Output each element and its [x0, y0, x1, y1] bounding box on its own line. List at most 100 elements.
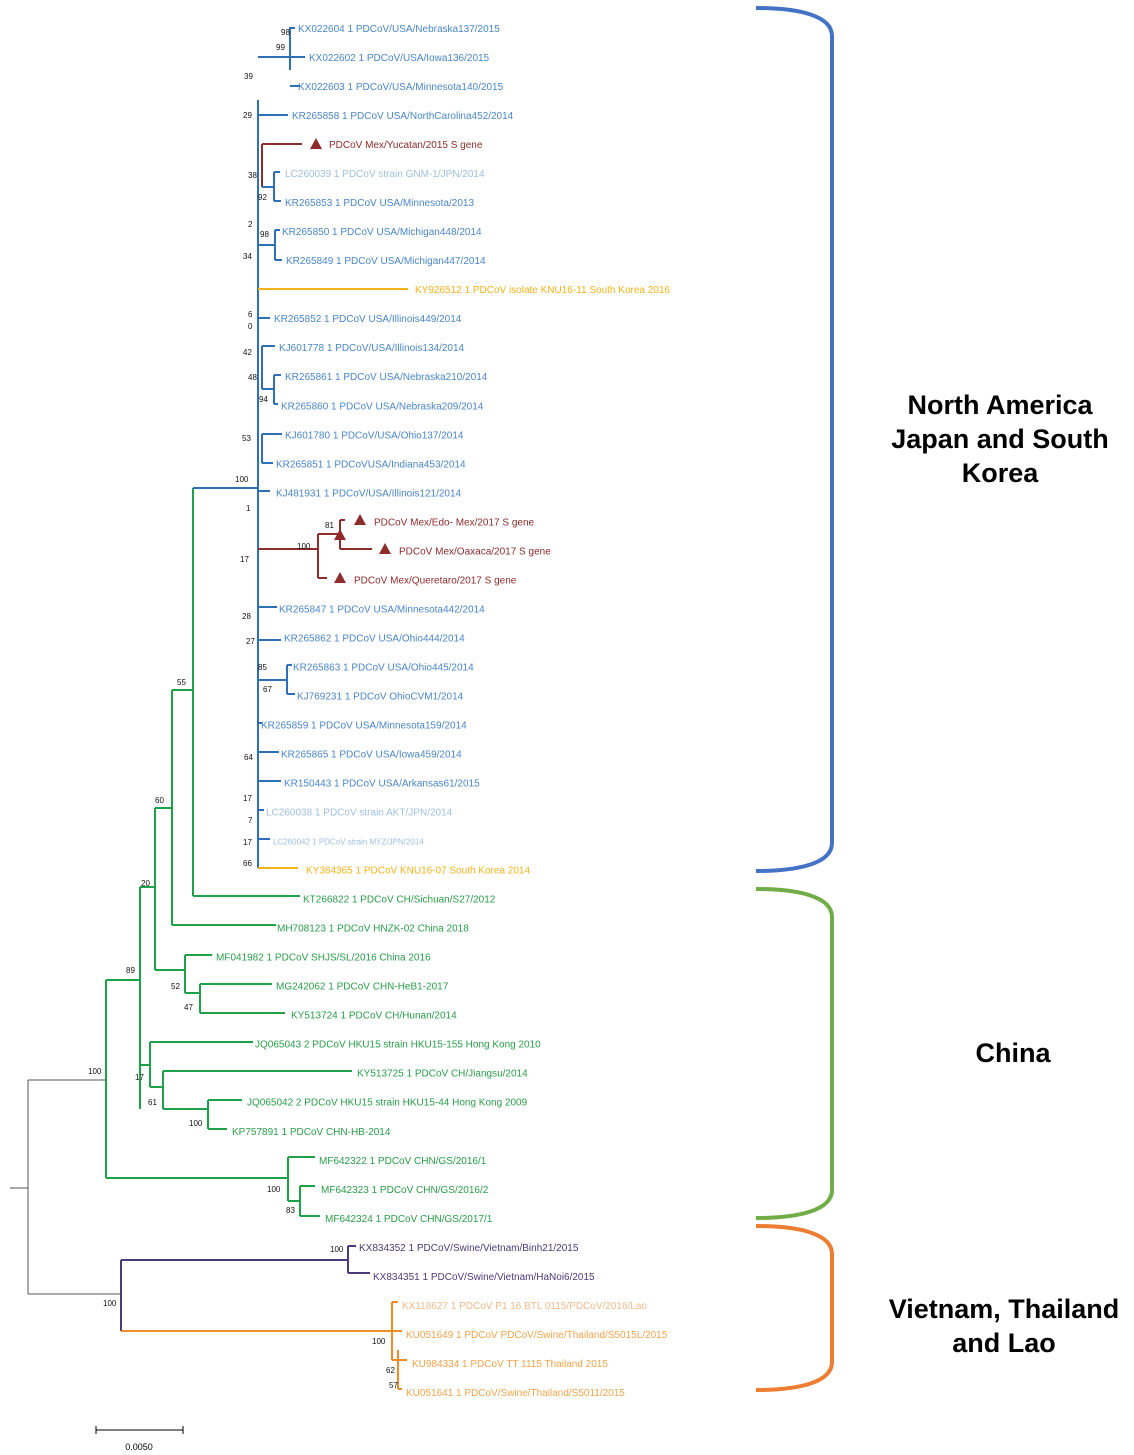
bootstrap-value: 39	[244, 72, 253, 81]
bootstrap-value: 29	[243, 111, 252, 120]
taxon-label: MG242062 1 PDCoV CHN-HeB1-2017	[276, 982, 449, 993]
bootstrap-value: 89	[126, 966, 135, 975]
group-label-line: North America	[907, 390, 1093, 420]
bootstrap-value: 34	[243, 252, 252, 261]
taxon-label: KX022603 1 PDCoV/USA/Minnesota140/2015	[298, 82, 504, 93]
bootstrap-value: 98	[281, 28, 290, 37]
taxon-label: KR265849 1 PDCoV USA/Michigan447/2014	[286, 256, 486, 267]
taxon-label: KY926512 1 PDCoV isolate KNU16-11 South …	[415, 285, 670, 296]
taxon-label: MF041982 1 PDCoV SHJS/SL/2016 China 2016	[216, 953, 431, 964]
bootstrap-values: 9899392938922983460424894531001811001728…	[88, 28, 398, 1390]
bootstrap-value: 66	[243, 859, 252, 868]
tree-branches	[10, 27, 408, 1390]
bootstrap-value: 92	[258, 193, 267, 202]
taxon-label: MF642324 1 PDCoV CHN/GS/2017/1	[325, 1214, 493, 1225]
bootstrap-value: 64	[244, 753, 253, 762]
bootstrap-value: 0	[248, 322, 253, 331]
scale-bar: 0.0050	[95, 1426, 184, 1452]
bootstrap-value: 53	[242, 434, 251, 443]
taxon-label: JQ065043 2 PDCoV HKU15 strain HKU15-155 …	[255, 1040, 541, 1051]
taxon-label: KP757891 1 PDCoV CHN-HB-2014	[232, 1127, 391, 1138]
bootstrap-value: 98	[260, 230, 269, 239]
group-bracket	[755, 887, 834, 1220]
taxon-labels: KX022604 1 PDCoV/USA/Nebraska137/2015 KX0…	[216, 24, 670, 1399]
group-label-line: and Lao	[952, 1328, 1056, 1358]
bootstrap-value: 17	[240, 555, 249, 564]
group-label-line: Korea	[961, 458, 1039, 488]
bootstrap-value: 60	[155, 796, 164, 805]
taxon-label: KT266822 1 PDCoV CH/Sichuan/S27/2012	[303, 895, 496, 906]
bootstrap-value: 52	[171, 982, 180, 991]
taxon-label: KU984334 1 PDCoV TT 1115 Thailand 2015	[412, 1359, 608, 1370]
group-label-line: Vietnam, Thailand	[888, 1294, 1120, 1324]
bootstrap-value: 48	[248, 373, 257, 382]
group-label-china: China	[940, 1036, 1086, 1070]
bootstrap-value: 6	[248, 310, 253, 319]
group-brackets	[755, 6, 834, 1392]
taxon-label: KR265851 1 PDCoVUSA/Indiana453/2014	[276, 459, 466, 470]
taxon-label: KJ481931 1 PDCoV/USA/Illinois121/2014	[276, 488, 462, 499]
triangle-marker	[379, 543, 391, 554]
taxon-label: KY513725 1 PDCoV CH/Jiangsu/2014	[357, 1069, 528, 1080]
bootstrap-value: 27	[246, 637, 255, 646]
triangle-marker	[334, 529, 346, 540]
taxon-label: KR265858 1 PDCoV USA/NorthCarolina452/20…	[292, 111, 514, 122]
bootstrap-value: 28	[242, 612, 251, 621]
bootstrap-value: 94	[259, 395, 268, 404]
bootstrap-value: 1	[246, 504, 251, 513]
taxon-label: KX118627 1 PDCoV P1 16 BTL 0115/PDCoV/20…	[402, 1301, 647, 1312]
taxon-label: LC260039 1 PDCoV strain GNM-1/JPN/2014	[285, 169, 485, 180]
bootstrap-value: 85	[258, 663, 267, 672]
taxon-label: KU051641 1 PDCoV/Swine/Thailand/S5011/20…	[406, 1388, 625, 1399]
taxon-label: KU051649 1 PDCoV PDCoV/Swine/Thailand/S5…	[406, 1330, 668, 1341]
bootstrap-value: 20	[141, 879, 150, 888]
taxon-label: KY513724 1 PDCoV CH/Hunan/2014	[291, 1011, 457, 1022]
taxon-label: KR265850 1 PDCoV USA/Michigan448/2014	[282, 227, 482, 238]
taxon-label: LC260042 1 PDCoV strain MYZ/JPN/2014	[273, 838, 424, 847]
taxon-label: KR265847 1 PDCoV USA/Minnesota442/2014	[279, 604, 485, 615]
bootstrap-value: 17	[243, 794, 252, 803]
taxon-label: PDCoV Mex/Yucatan/2015 S gene	[329, 140, 483, 151]
triangle-markers	[310, 138, 391, 583]
bootstrap-value: 55	[177, 678, 186, 687]
bootstrap-value: 100	[330, 1245, 344, 1254]
taxon-label: KR150443 1 PDCoV USA/Arkansas61/2015	[284, 779, 480, 790]
bootstrap-value: 100	[372, 1337, 386, 1346]
taxon-label: KJ769231 1 PDCoV OhioCVM1/2014	[297, 691, 464, 702]
taxon-label: MH708123 1 PDCoV HNZK-02 China 2018	[277, 924, 469, 935]
bootstrap-value: 100	[189, 1119, 203, 1128]
bootstrap-value: 42	[243, 348, 252, 357]
bootstrap-value: 100	[88, 1067, 102, 1076]
taxon-label: KR265863 1 PDCoV USA/Ohio445/2014	[293, 662, 474, 673]
bootstrap-value: 38	[248, 171, 257, 180]
triangle-marker	[334, 572, 346, 583]
bootstrap-value: 100	[297, 542, 311, 551]
bootstrap-value: 17	[135, 1073, 144, 1082]
taxon-label: PDCoV Mex/Queretaro/2017 S gene	[354, 575, 517, 586]
bootstrap-value: 67	[263, 685, 272, 694]
taxon-label: KY364365 1 PDCoV KNU16-07 South Korea 20…	[306, 866, 530, 877]
taxon-label: KR265853 1 PDCoV USA/Minnesota/2013	[285, 198, 474, 209]
taxon-label: MF642322 1 PDCoV CHN/GS/2016/1	[319, 1156, 487, 1167]
bootstrap-value: 83	[286, 1206, 295, 1215]
bootstrap-value: 2	[248, 220, 253, 229]
scale-bar-label: 0.0050	[125, 1442, 153, 1452]
group-bracket	[755, 6, 834, 873]
group-label-line: Japan and South	[891, 424, 1109, 454]
group-label-north-america: North America Japan and South Korea	[868, 388, 1132, 490]
taxon-label: KX022602 1 PDCoV/USA/Iowa136/2015	[309, 53, 490, 64]
taxon-label: JQ065042 2 PDCoV HKU15 strain HKU15-44 H…	[247, 1098, 528, 1109]
taxon-label: KR265861 1 PDCoV USA/Nebraska210/2014	[285, 372, 488, 383]
group-label-line: China	[975, 1038, 1051, 1068]
bootstrap-value: 62	[386, 1366, 395, 1375]
taxon-label: KJ601778 1 PDCoV/USA/Illinois134/2014	[279, 343, 465, 354]
taxon-label: KR265860 1 PDCoV USA/Nebraska209/2014	[281, 401, 484, 412]
taxon-label: PDCoV Mex/Oaxaca/2017 S gene	[399, 546, 551, 557]
taxon-label: MF642323 1 PDCoV CHN/GS/2016/2	[321, 1185, 489, 1196]
bootstrap-value: 100	[235, 475, 249, 484]
triangle-marker	[354, 514, 366, 525]
taxon-label: KX834351 1 PDCoV/Swine/Vietnam/HaNoi6/20…	[373, 1272, 595, 1283]
bootstrap-value: 61	[148, 1098, 157, 1107]
